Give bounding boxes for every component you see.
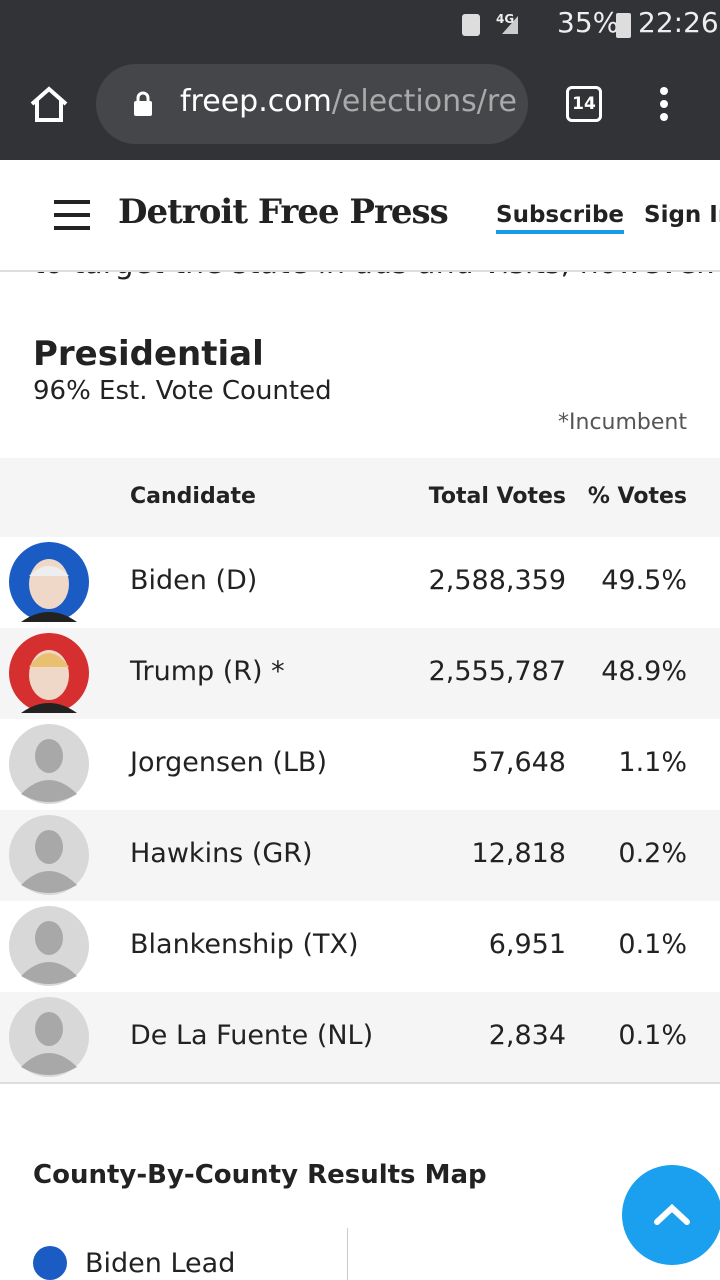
table-row: Blankenship (TX) 6,951 0.1%	[0, 901, 720, 992]
table-border	[0, 1082, 720, 1084]
tab-count[interactable]: 14	[566, 86, 602, 122]
column-header: % Votes	[587, 484, 687, 509]
candidate-photo	[9, 906, 89, 986]
table-row: Jorgensen (LB) 57,648 1.1%	[0, 719, 720, 810]
candidate-name: Hawkins (GR)	[130, 838, 313, 869]
scroll-top-button[interactable]	[622, 1165, 720, 1265]
total-votes: 12,818	[471, 838, 566, 869]
candidate-photo	[9, 724, 89, 804]
candidate-name: Jorgensen (LB)	[130, 747, 327, 778]
vote-percent: 1.1%	[618, 747, 687, 778]
vote-percent: 49.5%	[601, 565, 687, 596]
vote-percent: 0.1%	[618, 929, 687, 960]
vote-percent: 0.2%	[618, 838, 687, 869]
subscribe-link[interactable]: Subscribe	[496, 202, 625, 234]
table-row: Biden (D) 2,588,359 49.5%	[0, 537, 720, 628]
legend-label: Biden Lead	[85, 1248, 236, 1279]
total-votes: 6,951	[488, 929, 566, 960]
browser-toolbar: freep.com/elections/re 14	[0, 48, 720, 160]
clock: 22:26	[638, 6, 719, 39]
url-path: /elections/re	[331, 84, 517, 119]
section-title: Presidential	[33, 334, 264, 374]
lock-icon	[134, 91, 152, 116]
table-row: Trump (R) * 2,555,787 48.9%	[0, 628, 720, 719]
status-bar: 4G 35% 22:26	[0, 0, 720, 48]
legend-swatch	[33, 1246, 67, 1280]
section-subtitle: 96% Est. Vote Counted	[33, 376, 332, 406]
table-header: Candidate Total Votes % Votes	[0, 458, 720, 537]
candidate-photo	[9, 997, 89, 1077]
incumbent-note: *Incumbent	[558, 410, 687, 435]
candidate-name: Blankenship (TX)	[130, 929, 359, 960]
candidate-photo	[9, 815, 89, 895]
column-header: Total Votes	[428, 484, 566, 509]
network-type: 4G	[496, 12, 515, 26]
column-header: Candidate	[130, 484, 256, 509]
total-votes: 2,588,359	[428, 565, 566, 596]
table-row: De La Fuente (NL) 2,834 0.1%	[0, 992, 720, 1083]
url-bar[interactable]: freep.com/elections/re	[96, 64, 528, 144]
candidate-name: De La Fuente (NL)	[130, 1020, 374, 1051]
total-votes: 57,648	[471, 747, 566, 778]
table-row: Hawkins (GR) 12,818 0.2%	[0, 810, 720, 901]
battery-icon	[616, 13, 631, 38]
divider	[347, 1228, 348, 1280]
total-votes: 2,834	[488, 1020, 566, 1051]
url-host: freep.com	[180, 84, 332, 119]
hamburger-menu[interactable]	[54, 200, 92, 230]
map-title: County-By-County Results Map	[33, 1160, 487, 1190]
site-logo[interactable]: Detroit Free Press	[118, 192, 449, 232]
candidate-name: Trump (R) *	[130, 656, 285, 687]
total-votes: 2,555,787	[428, 656, 566, 687]
sign-in-link[interactable]: Sign In	[644, 202, 720, 228]
url-text: freep.com/elections/re	[180, 84, 517, 119]
home-button[interactable]	[28, 86, 70, 124]
vote-percent: 0.1%	[618, 1020, 687, 1051]
candidate-photo	[9, 542, 89, 622]
site-header: Detroit Free Press Subscribe Sign In	[0, 160, 720, 272]
status-icons	[462, 14, 518, 36]
vote-percent: 48.9%	[601, 656, 687, 687]
candidate-name: Biden (D)	[130, 565, 258, 596]
candidate-photo	[9, 633, 89, 713]
battery-level: 35%	[557, 6, 620, 39]
menu-button[interactable]	[654, 86, 674, 126]
